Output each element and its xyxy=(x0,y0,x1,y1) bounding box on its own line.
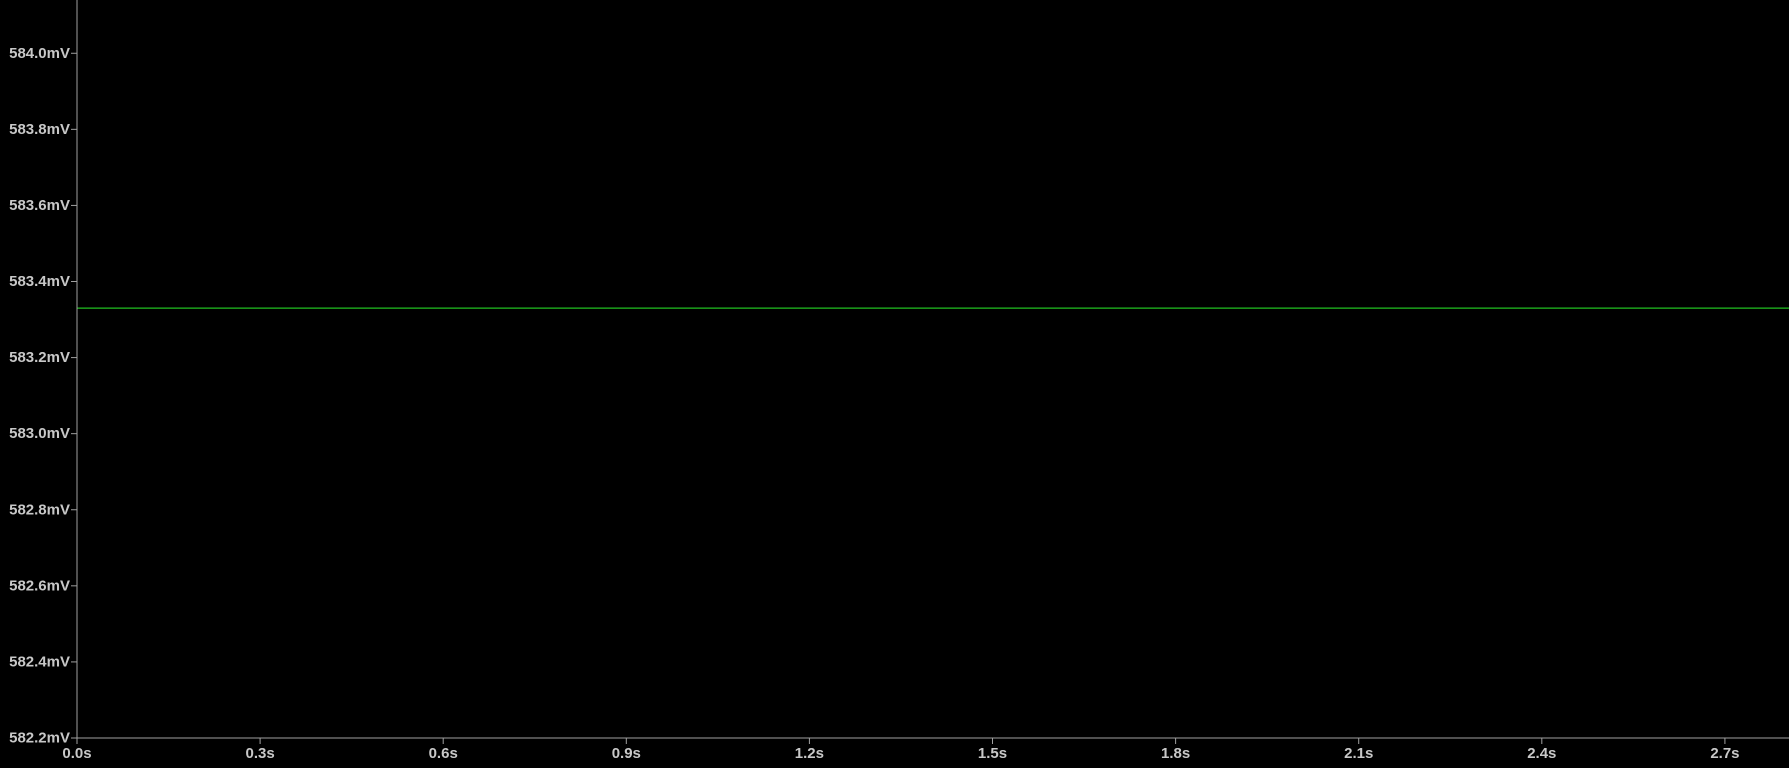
y-tick-label: 583.2mV xyxy=(9,349,70,366)
y-tick-label: 582.4mV xyxy=(9,653,70,670)
x-tick-label: 1.8s xyxy=(1161,745,1190,762)
y-tick-label: 583.6mV xyxy=(9,197,70,214)
y-tick-label: 583.4mV xyxy=(9,273,70,290)
x-tick-label: 0.3s xyxy=(246,745,275,762)
y-tick-label: 582.6mV xyxy=(9,577,70,594)
x-tick-label: 2.7s xyxy=(1710,745,1739,762)
x-tick-label: 0.6s xyxy=(429,745,458,762)
x-tick-label: 1.2s xyxy=(795,745,824,762)
y-tick-label: 582.8mV xyxy=(9,501,70,518)
x-tick-label: 0.9s xyxy=(612,745,641,762)
y-tick-label: 583.8mV xyxy=(9,121,70,138)
y-axis-ticks: 584.0mV 583.8mV 583.6mV 583.4mV 583.2mV 583.0… xyxy=(9,45,77,747)
x-tick-label: 1.5s xyxy=(978,745,1007,762)
x-tick-label: 2.4s xyxy=(1527,745,1556,762)
y-tick-label: 584.0mV xyxy=(9,45,70,62)
x-tick-label: 2.1s xyxy=(1344,745,1373,762)
x-tick-label: 0.0s xyxy=(62,745,91,762)
y-tick-label: 583.0mV xyxy=(9,425,70,442)
x-axis-ticks: 0.0s 0.3s 0.6s 0.9s 1.2s 1.5s 1.8s 2.1s 2.4s 2.7s xyxy=(62,738,1740,762)
y-tick-label: 582.2mV xyxy=(9,730,70,747)
